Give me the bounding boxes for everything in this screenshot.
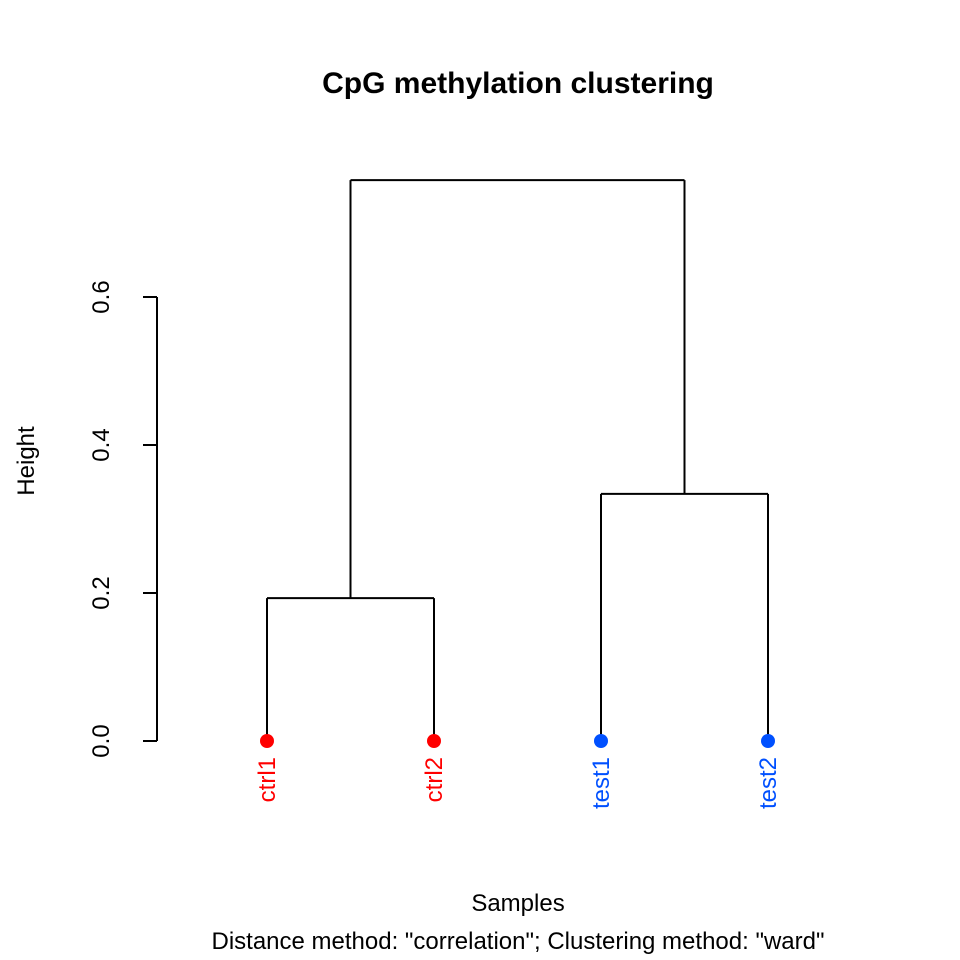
y-axis-label: Height bbox=[13, 426, 40, 496]
leaf-point bbox=[761, 734, 775, 748]
leaf-label: ctrl1 bbox=[254, 757, 281, 802]
dendrogram-leaves: ctrl1 ctrl2 test1 test2 bbox=[254, 734, 782, 809]
leaf-label: test2 bbox=[755, 757, 782, 809]
subtitle: Distance method: "correlation"; Clusteri… bbox=[211, 928, 824, 955]
y-tick-label: 0.2 bbox=[88, 576, 115, 609]
leaf-label: ctrl2 bbox=[421, 757, 448, 802]
y-axis: 0.0 0.2 0.4 0.6 bbox=[88, 280, 158, 758]
y-tick-label: 0.4 bbox=[88, 428, 115, 461]
x-axis-label: Samples bbox=[471, 890, 564, 917]
leaf-point bbox=[427, 734, 441, 748]
y-tick-label: 0.0 bbox=[88, 724, 115, 757]
chart-title: CpG methylation clustering bbox=[322, 67, 714, 100]
dendrogram-branches bbox=[266, 179, 769, 741]
leaf-point bbox=[594, 734, 608, 748]
leaf-point bbox=[260, 734, 274, 748]
leaf-label: test1 bbox=[588, 757, 615, 809]
y-tick-label: 0.6 bbox=[88, 280, 115, 313]
